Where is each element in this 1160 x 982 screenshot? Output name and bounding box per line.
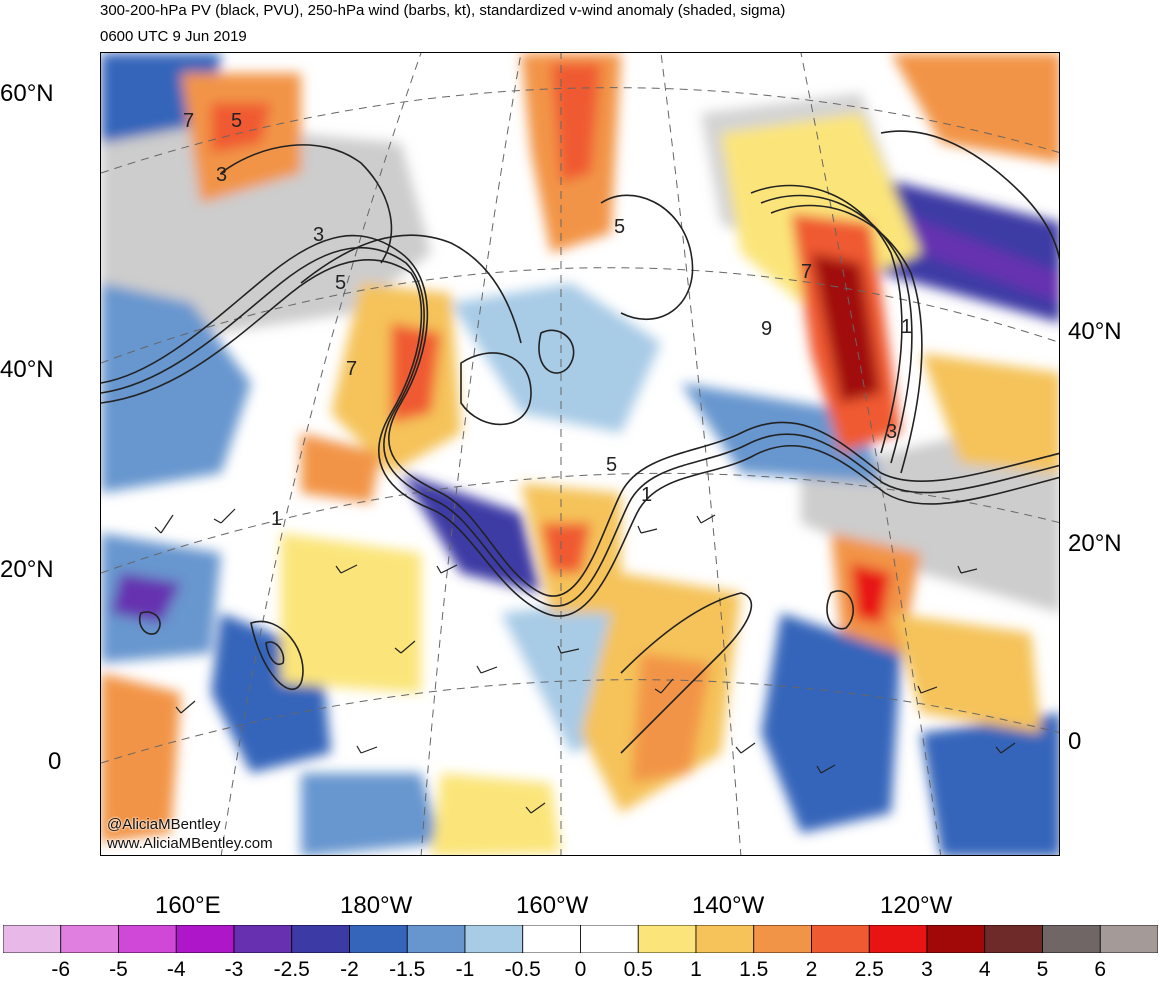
colorbar-label: -2.5 bbox=[273, 958, 310, 981]
map-panel: 7 5 3 3 5 7 5 9 7 1 3 1 5 1 @AliciaMBentley www.Alici… bbox=[100, 52, 1060, 856]
lon-label-160e: 160°E bbox=[155, 892, 221, 919]
lat-label-60n: 60°N bbox=[0, 80, 54, 107]
contour-label: 3 bbox=[886, 421, 897, 443]
pos-anom-nw-core bbox=[211, 103, 271, 153]
colorbar-label: 3 bbox=[921, 958, 933, 981]
contour-label: 1 bbox=[271, 508, 282, 530]
contour-label: 5 bbox=[606, 454, 617, 476]
lat-label-0: 0 bbox=[48, 748, 62, 775]
neg-anom-west bbox=[101, 283, 251, 493]
colorbar-label: -0.5 bbox=[504, 958, 541, 981]
map-canvas: 7 5 3 3 5 7 5 9 7 1 3 1 5 1 bbox=[101, 53, 1059, 855]
colorbar-label: -4 bbox=[166, 958, 186, 981]
land-north bbox=[101, 93, 431, 333]
neg-anom-trough bbox=[401, 473, 541, 593]
lat-label-20n-right: 20°N bbox=[1068, 530, 1122, 557]
contour-label: 7 bbox=[183, 110, 194, 132]
wind-barbs bbox=[154, 508, 1016, 814]
pos-anom-south-c bbox=[431, 773, 561, 855]
colorbar-box bbox=[580, 925, 639, 953]
colorbar-box bbox=[3, 925, 62, 953]
colorbar-box bbox=[811, 925, 870, 953]
contour-label: 9 bbox=[761, 318, 772, 340]
colorbar-box bbox=[1042, 925, 1101, 953]
valid-time: 0600 UTC 9 Jun 2019 bbox=[100, 28, 247, 45]
colorbar-label: 2 bbox=[805, 958, 818, 981]
lat-label-40n-right: 40°N bbox=[1068, 318, 1122, 345]
colorbar-label: 1.5 bbox=[739, 958, 769, 981]
pos-anom-coast-core bbox=[851, 563, 891, 623]
colorbar-label: 6 bbox=[1094, 958, 1107, 981]
pos-anom-south-b-core bbox=[631, 653, 711, 783]
pos-anom-jet-core bbox=[811, 253, 881, 403]
colorbar-label: 4 bbox=[978, 958, 991, 981]
colorbar-box bbox=[118, 925, 177, 953]
v-wind-anomaly-shading bbox=[101, 53, 1059, 855]
neg-anom-south-e bbox=[301, 773, 441, 855]
neg-anom-south-c bbox=[761, 613, 901, 833]
colorbar-label: -1.5 bbox=[389, 958, 426, 981]
pos-anom-south-d bbox=[891, 613, 1041, 733]
colorbar-box bbox=[926, 925, 986, 953]
contour-label: 3 bbox=[216, 164, 227, 186]
neg-anom-sw-core bbox=[111, 573, 181, 623]
lon-label-140w: 140°W bbox=[692, 892, 765, 919]
colorbar-label: -2 bbox=[340, 958, 359, 981]
colorbar-box bbox=[60, 925, 119, 953]
credit-handle: @AliciaMBentley bbox=[107, 816, 221, 833]
lat-label-20n: 20°N bbox=[0, 556, 54, 583]
contour-label: 3 bbox=[313, 224, 324, 246]
lon-label-120w: 120°W bbox=[880, 892, 953, 919]
lon-label-180w: 180°W bbox=[340, 892, 413, 919]
pos-anom-south-a bbox=[281, 533, 421, 693]
graticule bbox=[101, 53, 1059, 855]
colorbar-label: 0 bbox=[574, 958, 587, 981]
colorbar-label: -3 bbox=[224, 958, 244, 981]
contour-label: 7 bbox=[346, 358, 357, 380]
colorbar-box bbox=[291, 925, 350, 953]
contour-label: 5 bbox=[231, 110, 242, 132]
contour-label: 1 bbox=[641, 484, 652, 506]
colorbar-box bbox=[464, 925, 524, 953]
pv-contours bbox=[101, 130, 1059, 754]
colorbar-box bbox=[984, 925, 1043, 953]
contour-labels: 7 5 3 3 5 7 5 9 7 1 3 1 5 1 bbox=[183, 110, 912, 530]
contour-label: 5 bbox=[614, 216, 625, 238]
neg-anom-jet-core bbox=[901, 213, 1059, 303]
neg-anom-south-d bbox=[921, 713, 1059, 855]
colorbar-box bbox=[175, 925, 235, 953]
pos-anom-east bbox=[921, 353, 1059, 473]
colorbar-box bbox=[695, 925, 755, 953]
colorbar-box bbox=[637, 925, 697, 953]
colorbar-box bbox=[1099, 925, 1158, 953]
colorbar-label: 1 bbox=[690, 958, 702, 981]
pos-anom-mid bbox=[301, 433, 381, 503]
colorbar-label: -1 bbox=[455, 958, 475, 981]
colorbar-box bbox=[753, 925, 812, 953]
pos-anom-ridge-core bbox=[541, 523, 591, 573]
colorbar-box bbox=[868, 925, 928, 953]
colorbar-label: 5 bbox=[1036, 958, 1049, 981]
contour-label: 7 bbox=[801, 261, 812, 283]
pos-anom-north-core bbox=[551, 63, 601, 183]
lat-label-0-right: 0 bbox=[1068, 728, 1082, 755]
neg-anom-center bbox=[451, 283, 661, 433]
lon-label-160w: 160°W bbox=[516, 892, 589, 919]
pos-anom-sw-corner bbox=[101, 673, 181, 843]
colorbar-label: 2.5 bbox=[854, 958, 884, 981]
colorbar-label: 0.5 bbox=[623, 958, 653, 981]
colorbar-box bbox=[406, 925, 466, 953]
colorbar-box bbox=[349, 925, 408, 953]
colorbar-box bbox=[522, 925, 581, 953]
credit-website: www.AliciaMBentley.com bbox=[107, 835, 273, 852]
colorbar-label: -5 bbox=[109, 958, 128, 981]
contour-label: 5 bbox=[335, 272, 346, 294]
colorbar bbox=[3, 925, 1158, 953]
colorbar-box bbox=[233, 925, 293, 953]
lat-label-40n: 40°N bbox=[0, 356, 54, 383]
contour-label: 1 bbox=[901, 316, 912, 338]
colorbar-label: -6 bbox=[51, 958, 71, 981]
figure-title: 300-200-hPa PV (black, PVU), 250-hPa win… bbox=[100, 2, 786, 19]
pos-anom-ne-corner bbox=[891, 53, 1059, 163]
